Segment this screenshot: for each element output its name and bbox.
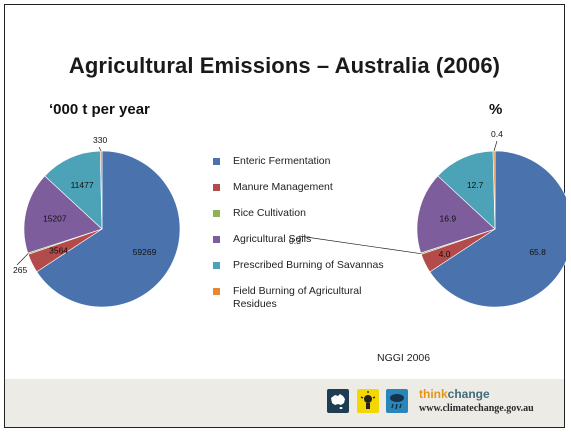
legend: Enteric Fermentation Manure Management R… xyxy=(213,155,423,311)
legend-item: Rice Cultivation xyxy=(213,207,423,220)
leader-line xyxy=(494,141,497,151)
light-bulb-icon xyxy=(357,389,379,413)
leader-line xyxy=(17,254,28,265)
brand-logo-text: thinkchange xyxy=(419,387,490,401)
rain-cloud-icon xyxy=(386,389,408,413)
footer-bar: thinkchange www.climatechange.gov.au xyxy=(5,379,564,427)
pie-data-label: 15207 xyxy=(43,214,67,224)
pie-data-label: 16.9 xyxy=(440,214,457,224)
source-note: NGGI 2006 xyxy=(377,352,430,364)
leader-line xyxy=(99,147,101,151)
legend-swatch xyxy=(213,262,220,269)
legend-swatch xyxy=(213,158,220,165)
pie-data-label: 65.8 xyxy=(529,247,546,257)
pie-data-label: 0.4 xyxy=(491,129,503,139)
pie-data-label: 12.7 xyxy=(467,180,484,190)
legend-item: Field Burning of Agricultural Residues xyxy=(213,285,403,311)
pie-data-label: 265 xyxy=(13,265,27,275)
legend-label: Agricultural Soils xyxy=(233,233,311,245)
legend-item: Agricultural Soils xyxy=(213,233,423,246)
slide: Agricultural Emissions – Australia (2006… xyxy=(4,4,565,428)
legend-label: Rice Cultivation xyxy=(233,207,306,219)
pie-data-label: 59269 xyxy=(133,247,157,257)
pie-data-label: 3564 xyxy=(49,245,68,255)
legend-label: Enteric Fermentation xyxy=(233,155,330,167)
website-url: www.climatechange.gov.au xyxy=(419,403,534,414)
legend-label: Field Burning of Agricultural Residues xyxy=(233,285,361,310)
pie-data-label: 330 xyxy=(93,135,107,145)
legend-label: Manure Management xyxy=(233,181,333,193)
legend-item: Enteric Fermentation xyxy=(213,155,423,168)
pie-data-label: 11477 xyxy=(71,180,94,190)
legend-swatch xyxy=(213,288,220,295)
legend-label: Prescribed Burning of Savannas xyxy=(233,259,384,271)
legend-item: Manure Management xyxy=(213,181,423,194)
pie-data-label: 4.0 xyxy=(439,249,451,259)
legend-item: Prescribed Burning of Savannas xyxy=(213,259,423,272)
legend-swatch xyxy=(213,210,220,217)
legend-swatch xyxy=(213,184,220,191)
australia-map-icon xyxy=(327,389,349,413)
legend-swatch xyxy=(213,236,220,243)
